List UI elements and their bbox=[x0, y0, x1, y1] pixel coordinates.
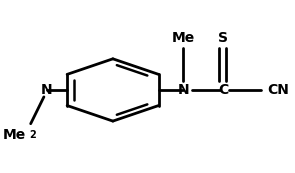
Text: S: S bbox=[218, 31, 228, 45]
Text: N: N bbox=[178, 83, 189, 97]
Text: Me: Me bbox=[172, 31, 195, 45]
Text: Me: Me bbox=[3, 128, 26, 142]
Text: N: N bbox=[41, 83, 53, 97]
Text: 2: 2 bbox=[29, 130, 35, 140]
Text: CN: CN bbox=[267, 83, 289, 97]
Text: C: C bbox=[218, 83, 228, 97]
